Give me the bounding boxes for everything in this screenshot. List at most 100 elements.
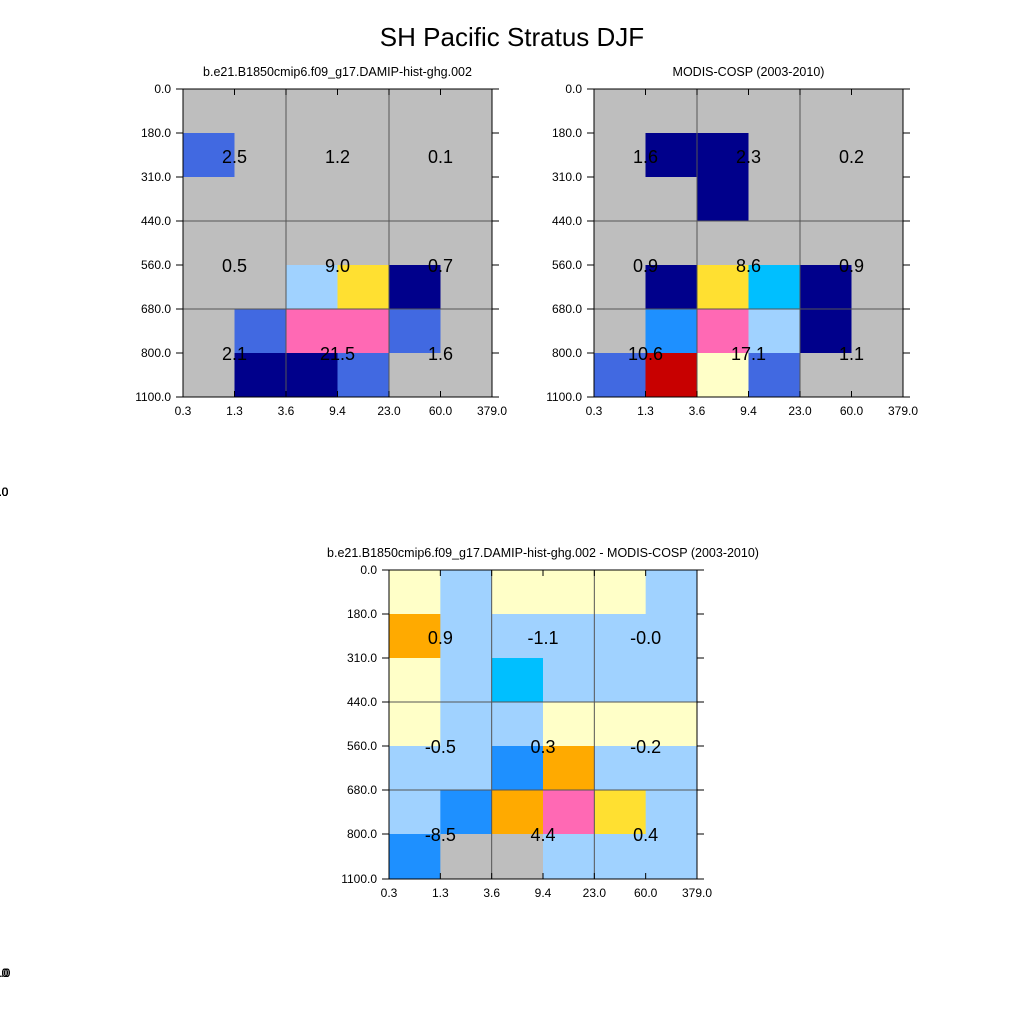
heatmap-cell [286, 309, 338, 354]
x-tick-label: 3.6 [689, 404, 706, 418]
x-tick-label: 60.0 [429, 404, 453, 418]
heatmap-cell [234, 265, 287, 310]
colorbar-tick-label: 1.0 [0, 966, 9, 980]
heatmap-cell [645, 353, 698, 398]
heatmap-cell [748, 265, 801, 310]
block-value-label: 1.2 [325, 147, 350, 167]
heatmap-cell [183, 353, 235, 398]
y-tick-label: 310.0 [347, 651, 377, 665]
heatmap-cell [183, 265, 235, 310]
heatmap-cell [440, 570, 493, 615]
x-tick-label: 0.3 [175, 404, 192, 418]
heatmap-cell [800, 221, 852, 266]
x-tick-label: 379.0 [477, 404, 507, 418]
y-tick-label: 800.0 [552, 346, 582, 360]
heatmap-cell [594, 309, 646, 354]
heatmap-cell [543, 702, 595, 747]
colorbar-tick-label: 3.0 [0, 485, 9, 499]
heatmap-cell [697, 221, 749, 266]
heatmap-cell [697, 309, 749, 354]
x-tick-label: 60.0 [634, 886, 658, 900]
y-tick-label: 310.0 [552, 170, 582, 184]
x-tick-label: 9.4 [535, 886, 552, 900]
heatmap-cell [594, 658, 647, 703]
heatmap-cell [543, 658, 595, 703]
heatmap-cell [594, 746, 647, 791]
heatmap-cell [440, 834, 493, 880]
heatmap-cell [594, 614, 647, 659]
chart-panel-2: MODIS-COSP (2003-2010) 0.3 1.3 3.6 9.4 23.0 60… [0, 65, 918, 499]
heatmap-cell [645, 614, 698, 659]
colorbar-tick-label: 2.0 [0, 966, 9, 980]
y-tick-label: 0.0 [565, 82, 582, 96]
heatmap-cell [697, 353, 749, 398]
y-tick-label: 440.0 [552, 214, 582, 228]
heatmap-cell [851, 221, 904, 266]
chart-title: b.e21.B1850cmip6.f09_g17.DAMIP-hist-ghg.… [203, 65, 472, 79]
heatmap-cell [851, 353, 904, 398]
heatmap-cell [234, 309, 287, 354]
heatmap-cell [491, 746, 544, 791]
y-tick-label: 1100.0 [546, 390, 582, 404]
chart-panel-1: b.e21.B1850cmip6.f09_g17.DAMIP-hist-ghg.… [0, 65, 507, 499]
block-value-label: 10.6 [628, 344, 663, 364]
heatmap-cell [800, 133, 852, 178]
x-tick-label: 23.0 [583, 886, 607, 900]
heatmap-cell [543, 570, 595, 615]
heatmap-cell [337, 265, 390, 310]
heatmap-cell [440, 790, 493, 835]
colorbar-tick-label: 5.0 [0, 485, 9, 499]
heatmap-cell [389, 133, 441, 178]
heatmap-cell [645, 177, 698, 222]
heatmap-cell [183, 177, 235, 222]
heatmap-cell [697, 177, 749, 222]
heatmap-cell [645, 658, 698, 703]
block-value-label: 4.4 [530, 825, 555, 845]
heatmap-cell [286, 265, 338, 310]
block-value-label: 8.6 [736, 256, 761, 276]
heatmap-cell [389, 834, 441, 880]
block-value-label: -1.1 [527, 628, 558, 648]
heatmap-cell [645, 265, 698, 310]
heatmap-cell [440, 133, 493, 178]
heatmap-cell [286, 353, 338, 398]
colorbar-tick-label: 7.0 [0, 485, 9, 499]
colorbar-tick-label: 4.0 [0, 485, 9, 499]
y-tick-label: 440.0 [141, 214, 171, 228]
y-tick-label: 1100.0 [341, 872, 377, 886]
y-tick-label: 0.0 [154, 82, 171, 96]
heatmap-cell [183, 221, 235, 266]
block-value-label: 17.1 [731, 344, 766, 364]
colorbar-tick-label: -2.0 [0, 966, 11, 980]
y-tick-label: 560.0 [347, 739, 377, 753]
block-value-label: 0.2 [839, 147, 864, 167]
block-value-label: 0.5 [222, 256, 247, 276]
heatmap-cell [440, 221, 493, 266]
heatmap-cell [748, 133, 801, 178]
heatmap-cell [337, 309, 390, 354]
heatmap-cell [234, 133, 287, 178]
colorbar-tick-label: 1.0 [0, 485, 9, 499]
heatmap-cell [389, 221, 441, 266]
heatmap-cell [389, 702, 441, 747]
x-tick-label: 23.0 [788, 404, 812, 418]
figure-title: SH Pacific Stratus DJF [380, 22, 644, 52]
heatmap-cell [337, 177, 390, 222]
block-value-label: -0.0 [630, 628, 661, 648]
block-value-label: 2.1 [222, 344, 247, 364]
colorbar-tick-label: 7.0 [0, 485, 9, 499]
colorbar-tick-label: 5.0 [0, 485, 9, 499]
block-value-label: 0.9 [428, 628, 453, 648]
y-tick-label: 180.0 [552, 126, 582, 140]
block-value-label: 0.7 [428, 256, 453, 276]
heatmap-cell [594, 133, 646, 178]
heatmap-cell [389, 265, 441, 310]
colorbar-tick-label: 3.0 [0, 485, 9, 499]
heatmap-cell [594, 790, 647, 835]
block-value-label: 2.3 [736, 147, 761, 167]
y-tick-label: 680.0 [141, 302, 171, 316]
heatmap-cell [645, 834, 698, 880]
heatmap-cell [851, 177, 904, 222]
